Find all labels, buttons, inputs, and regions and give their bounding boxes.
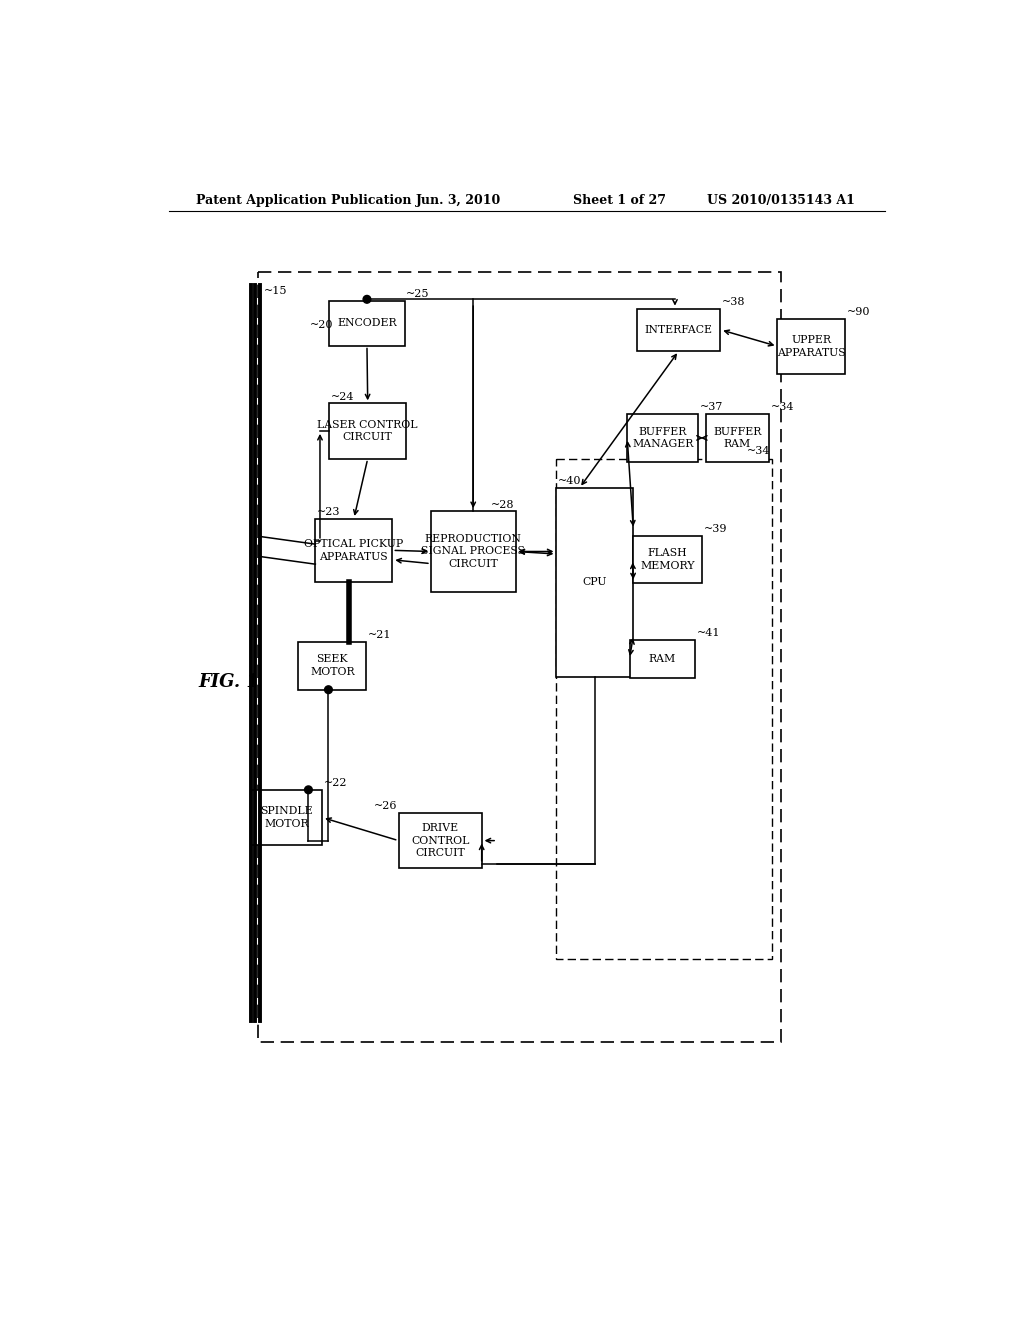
Text: SEEK
MOTOR: SEEK MOTOR (310, 655, 354, 677)
Text: SPINDLE
MOTOR: SPINDLE MOTOR (260, 807, 313, 829)
Text: CPU: CPU (583, 577, 607, 587)
Bar (298, 642, 367, 689)
Text: ~37: ~37 (699, 403, 723, 412)
Bar (315, 519, 392, 582)
Text: ~25: ~25 (407, 289, 430, 300)
Text: INTERFACE: INTERFACE (645, 325, 713, 335)
Text: ~15: ~15 (264, 286, 288, 296)
Bar (630, 640, 695, 678)
Bar (706, 414, 769, 462)
Text: LASER CONTROL
CIRCUIT: LASER CONTROL CIRCUIT (317, 420, 418, 442)
Bar (330, 301, 404, 346)
Text: ~28: ~28 (490, 499, 514, 510)
Text: ~34: ~34 (770, 403, 794, 412)
Text: RAM: RAM (648, 653, 676, 664)
Text: US 2010/0135143 A1: US 2010/0135143 A1 (707, 194, 854, 207)
Text: ~24: ~24 (331, 392, 354, 401)
Bar (431, 511, 515, 591)
Text: ~23: ~23 (316, 507, 340, 517)
Circle shape (304, 785, 312, 793)
Text: FLASH
MEMORY: FLASH MEMORY (640, 548, 694, 572)
Bar (252, 789, 323, 845)
Text: ~22: ~22 (324, 779, 347, 788)
Text: Sheet 1 of 27: Sheet 1 of 27 (573, 194, 667, 207)
Bar (628, 414, 698, 462)
Text: ~21: ~21 (368, 631, 391, 640)
Text: ~41: ~41 (696, 628, 720, 638)
Text: BUFFER
MANAGER: BUFFER MANAGER (632, 426, 693, 449)
Circle shape (325, 686, 333, 693)
Text: ~20: ~20 (310, 321, 334, 330)
Text: OPTICAL PICKUP
APPARATUS: OPTICAL PICKUP APPARATUS (304, 539, 403, 562)
Text: Patent Application Publication: Patent Application Publication (196, 194, 412, 207)
Text: DRIVE
CONTROL
CIRCUIT: DRIVE CONTROL CIRCUIT (411, 822, 469, 858)
Text: REPRODUCTION
SIGNAL PROCESS
CIRCUIT: REPRODUCTION SIGNAL PROCESS CIRCUIT (421, 533, 525, 569)
Bar (258, 272, 781, 1043)
Circle shape (364, 296, 371, 304)
Text: ~90: ~90 (847, 308, 870, 317)
Text: ~39: ~39 (703, 524, 727, 535)
Text: Jun. 3, 2010: Jun. 3, 2010 (416, 194, 501, 207)
Bar (637, 309, 720, 351)
Text: ~26: ~26 (374, 801, 397, 812)
Text: FIG. 1: FIG. 1 (199, 673, 259, 690)
Text: ENCODER: ENCODER (337, 318, 396, 329)
Bar (777, 318, 845, 374)
Text: ~34: ~34 (746, 446, 770, 455)
Bar (556, 459, 772, 960)
Text: ~40: ~40 (558, 477, 582, 487)
Text: UPPER
APPARATUS: UPPER APPARATUS (777, 335, 846, 358)
Bar (398, 813, 481, 869)
Bar (330, 404, 407, 458)
Text: ~38: ~38 (722, 297, 745, 308)
Text: BUFFER
RAM: BUFFER RAM (713, 426, 762, 449)
Bar (556, 488, 634, 677)
Bar (633, 536, 701, 583)
